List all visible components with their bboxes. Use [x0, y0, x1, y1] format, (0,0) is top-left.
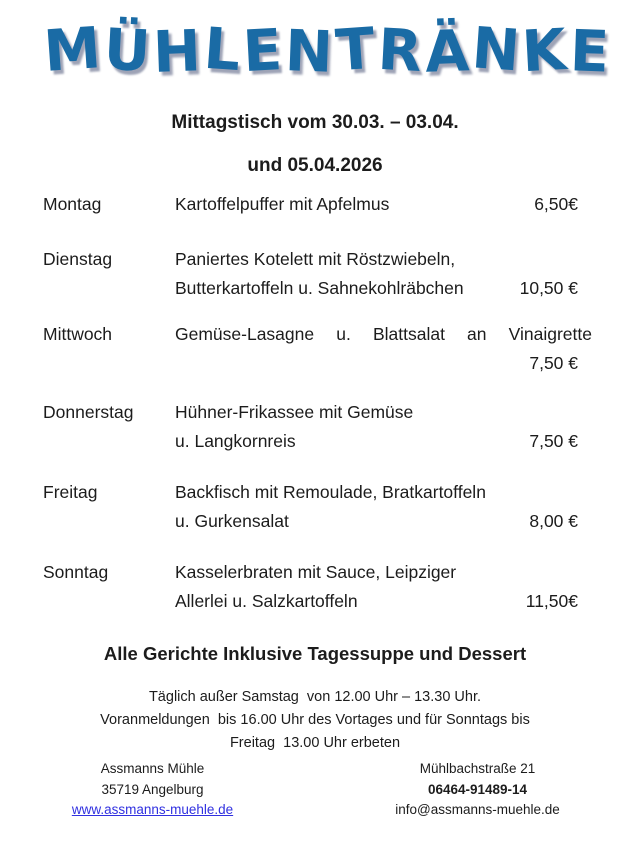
- dish-price: 6,50€: [534, 194, 578, 214]
- menu-row-friday: Freitag Backfisch mit Remoulade, Bratkar…: [43, 478, 592, 536]
- dish-text: Butterkartoffeln u. Sahnekohlräbchen: [175, 278, 464, 298]
- day-label: Dienstag: [43, 249, 113, 269]
- day-label: Montag: [43, 194, 102, 214]
- menu-page: MÜHLENTRÄNKE Mittagstisch vom 30.03. – 0…: [0, 14, 630, 853]
- business-email: info@assmanns-muehle.de: [395, 802, 560, 817]
- restaurant-logo: MÜHLENTRÄNKE: [41, 14, 613, 86]
- dish-text: Hühner-Frikassee mit Gemüse: [175, 402, 414, 422]
- day-label: Sonntag: [43, 562, 109, 582]
- footer-left-column: Assmanns Mühle 35719 Angelburg www.assma…: [30, 759, 275, 821]
- business-phone: 06464-91489-14: [427, 781, 528, 797]
- dish-cell: Hühner-Frikassee mit Gemüse u. Langkornr…: [175, 398, 592, 456]
- dish-price: 10,50 €: [519, 278, 578, 298]
- dish-text: Gemüse-Lasagne u. Blattsalat an Vinaigre…: [175, 324, 592, 344]
- menu-row-tuesday: Dienstag Paniertes Kotelett mit Röstzwie…: [43, 245, 592, 303]
- day-label: Donnerstag: [43, 402, 134, 422]
- day-label: Mittwoch: [43, 324, 113, 344]
- menu-row-wednesday: Mittwoch Gemüse-Lasagne u. Blattsalat an…: [43, 320, 592, 378]
- menu-title-dates: Mittagstisch vom 30.03. – 03.04.: [171, 112, 459, 133]
- dish-price: 11,50€: [525, 591, 578, 611]
- dish-price: 7,50 €: [529, 431, 578, 451]
- dish-text: Kasselerbraten mit Sauce, Leipziger: [175, 562, 457, 582]
- website-link[interactable]: www.assmanns-muehle.de: [71, 802, 234, 817]
- dish-cell: Backfisch mit Remoulade, Bratkartoffeln …: [175, 478, 592, 536]
- dish-text: u. Gurkensalat: [175, 511, 289, 531]
- dish-text: Kartoffelpuffer mit Apfelmus: [175, 194, 390, 214]
- contact-footer: Assmanns Mühle 35719 Angelburg www.assma…: [30, 759, 600, 821]
- dish-cell: Kasselerbraten mit Sauce, Leipziger Alle…: [175, 558, 592, 616]
- day-label: Freitag: [43, 482, 98, 502]
- hours-line: Täglich außer Samstag von 12.00 Uhr – 13…: [148, 689, 482, 705]
- footer-right-column: Mühlbachstraße 21 06464-91489-14 info@as…: [355, 759, 600, 821]
- dish-cell: Gemüse-Lasagne u. Blattsalat an Vinaigre…: [175, 320, 592, 378]
- business-name: Assmanns Mühle: [100, 761, 205, 776]
- dish-price: 8,00 €: [529, 511, 578, 531]
- menu-row-sunday: Sonntag Kasselerbraten mit Sauce, Leipzi…: [43, 558, 592, 616]
- dish-text: Paniertes Kotelett mit Röstzwiebeln,: [175, 249, 456, 269]
- menu-title-extra-date: und 05.04.2026: [247, 155, 383, 176]
- dish-text: Backfisch mit Remoulade, Bratkartoffeln: [175, 482, 486, 502]
- weekly-menu: Montag Kartoffelpuffer mit Apfelmus 6,50…: [43, 190, 592, 616]
- opening-hours: Täglich außer Samstag von 12.00 Uhr – 13…: [0, 686, 630, 755]
- dish-text: u. Langkornreis: [175, 431, 296, 451]
- dish-cell: Kartoffelpuffer mit Apfelmus 6,50€: [175, 190, 592, 219]
- included-note: Alle Gerichte Inklusive Tagessuppe und D…: [103, 643, 527, 664]
- hours-line: Voranmeldungen bis 16.00 Uhr des Vortage…: [100, 712, 530, 728]
- hours-line: Freitag 13.00 Uhr erbeten: [229, 735, 401, 751]
- dish-price: 7,50 €: [529, 353, 578, 373]
- dish-text: Allerlei u. Salzkartoffeln: [175, 591, 358, 611]
- business-street: Mühlbachstraße 21: [419, 761, 536, 776]
- menu-row-thursday: Donnerstag Hühner-Frikassee mit Gemüse u…: [43, 398, 592, 456]
- dish-text: [175, 349, 529, 378]
- business-city: 35719 Angelburg: [101, 781, 204, 797]
- menu-row-monday: Montag Kartoffelpuffer mit Apfelmus 6,50…: [43, 190, 592, 219]
- dish-cell: Paniertes Kotelett mit Röstzwiebeln, But…: [175, 245, 592, 303]
